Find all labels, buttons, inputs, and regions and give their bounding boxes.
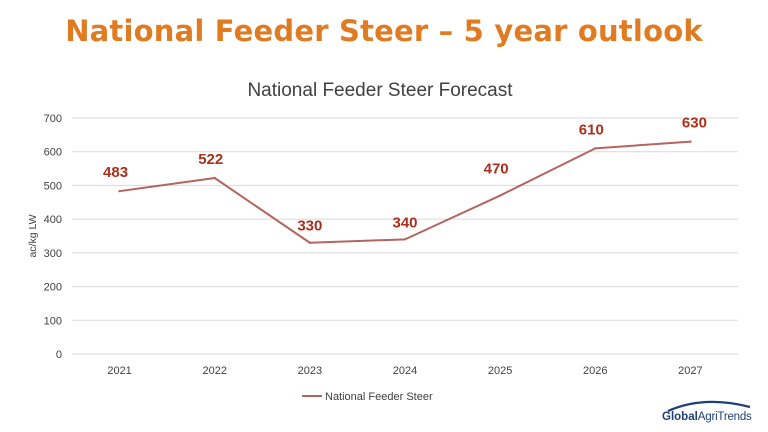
x-tick-label: 2025 [488, 365, 512, 377]
global-agritrends-logo: GlobalAgriTrends [658, 399, 762, 429]
logo-swoosh-icon [667, 400, 751, 413]
data-point [403, 238, 407, 241]
gridlines [72, 117, 738, 355]
data-point [689, 140, 692, 143]
data-point [594, 147, 597, 150]
data-label: 470 [484, 161, 509, 178]
data-point [213, 176, 216, 180]
y-axis-label: ac/kg LW [27, 214, 39, 257]
data-label: 610 [579, 121, 604, 138]
x-tick-label: 2024 [393, 365, 417, 377]
logo-text: GlobalAgriTrends [662, 411, 752, 423]
logo-word-global: Global [662, 411, 698, 423]
y-tick-label: 0 [56, 349, 62, 361]
x-tick-label: 2026 [583, 365, 607, 377]
legend-label: National Feeder Steer [325, 391, 433, 403]
legend: National Feeder Steer [302, 391, 433, 403]
series-group [118, 140, 692, 244]
slide-title: National Feeder Steer – 5 year outlook [65, 14, 703, 48]
y-tick-label: 600 [44, 147, 62, 159]
y-tick-label: 400 [44, 214, 62, 226]
data-point [118, 189, 121, 193]
data-label: 483 [103, 164, 128, 181]
chart-title: National Feeder Steer Forecast [247, 80, 513, 101]
y-tick-label: 700 [44, 113, 62, 125]
data-label: 522 [198, 151, 223, 168]
y-axis-ticks: 0 100 200 300 400 500 600 700 [44, 113, 62, 361]
y-tick-label: 100 [44, 315, 62, 327]
y-tick-label: 300 [44, 248, 62, 260]
y-tick-label: 500 [44, 180, 62, 192]
data-point [498, 194, 502, 197]
data-labels: 483 522 330 340 470 610 630 [103, 115, 707, 235]
y-tick-label: 200 [44, 282, 62, 294]
x-tick-label: 2022 [202, 365, 226, 377]
data-label: 630 [682, 115, 707, 132]
data-point [308, 241, 312, 244]
x-tick-label: 2023 [298, 365, 322, 377]
data-label: 330 [297, 218, 322, 235]
x-axis-ticks: 2021 2022 2023 2024 2025 2026 2027 [107, 365, 702, 377]
x-tick-label: 2021 [107, 365, 131, 377]
data-label: 340 [392, 214, 417, 231]
x-tick-label: 2027 [678, 365, 702, 377]
logo-word-agritrends: AgriTrends [697, 411, 752, 423]
